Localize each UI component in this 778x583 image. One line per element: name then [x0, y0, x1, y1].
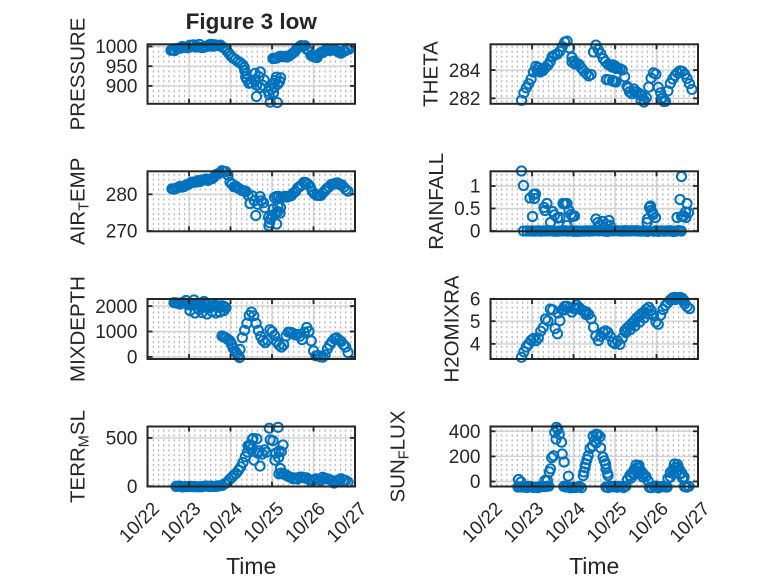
svg-text:0: 0 — [127, 348, 138, 369]
svg-text:4: 4 — [470, 335, 481, 356]
svg-text:0: 0 — [470, 472, 481, 493]
svg-text:RAINFALL: RAINFALL — [425, 153, 448, 250]
svg-text:1000: 1000 — [95, 322, 137, 343]
svg-text:400: 400 — [449, 422, 481, 443]
svg-text:Figure 3 low: Figure 3 low — [186, 9, 318, 34]
svg-text:MIXDEPTH: MIXDEPTH — [67, 276, 90, 382]
svg-text:1: 1 — [470, 177, 481, 198]
svg-text:950: 950 — [106, 57, 138, 78]
svg-text:500: 500 — [106, 429, 138, 450]
svg-text:TERRM​SL: TERRM​SL — [67, 410, 93, 503]
svg-text:900: 900 — [106, 77, 138, 98]
svg-text:0: 0 — [127, 477, 138, 498]
svg-text:AIRT​EMP: AIRT​EMP — [67, 158, 93, 245]
svg-text:H2OMIXRA: H2OMIXRA — [441, 275, 464, 382]
svg-text:SUNF​LUX: SUNF​LUX — [387, 410, 413, 502]
svg-text:200: 200 — [449, 447, 481, 468]
svg-text:0: 0 — [470, 222, 481, 243]
svg-text:Time: Time — [569, 553, 619, 579]
svg-text:Time: Time — [226, 553, 276, 579]
svg-text:PRESSURE: PRESSURE — [67, 18, 90, 131]
svg-text:1000: 1000 — [95, 37, 137, 58]
svg-text:6: 6 — [470, 290, 481, 311]
svg-text:284: 284 — [449, 61, 481, 82]
svg-text:5: 5 — [470, 312, 481, 333]
svg-text:2000: 2000 — [95, 297, 137, 318]
svg-text:282: 282 — [449, 89, 481, 110]
svg-text:280: 280 — [106, 185, 138, 206]
svg-text:0.5: 0.5 — [454, 199, 480, 220]
svg-text:THETA: THETA — [420, 41, 443, 107]
svg-text:270: 270 — [106, 222, 138, 243]
